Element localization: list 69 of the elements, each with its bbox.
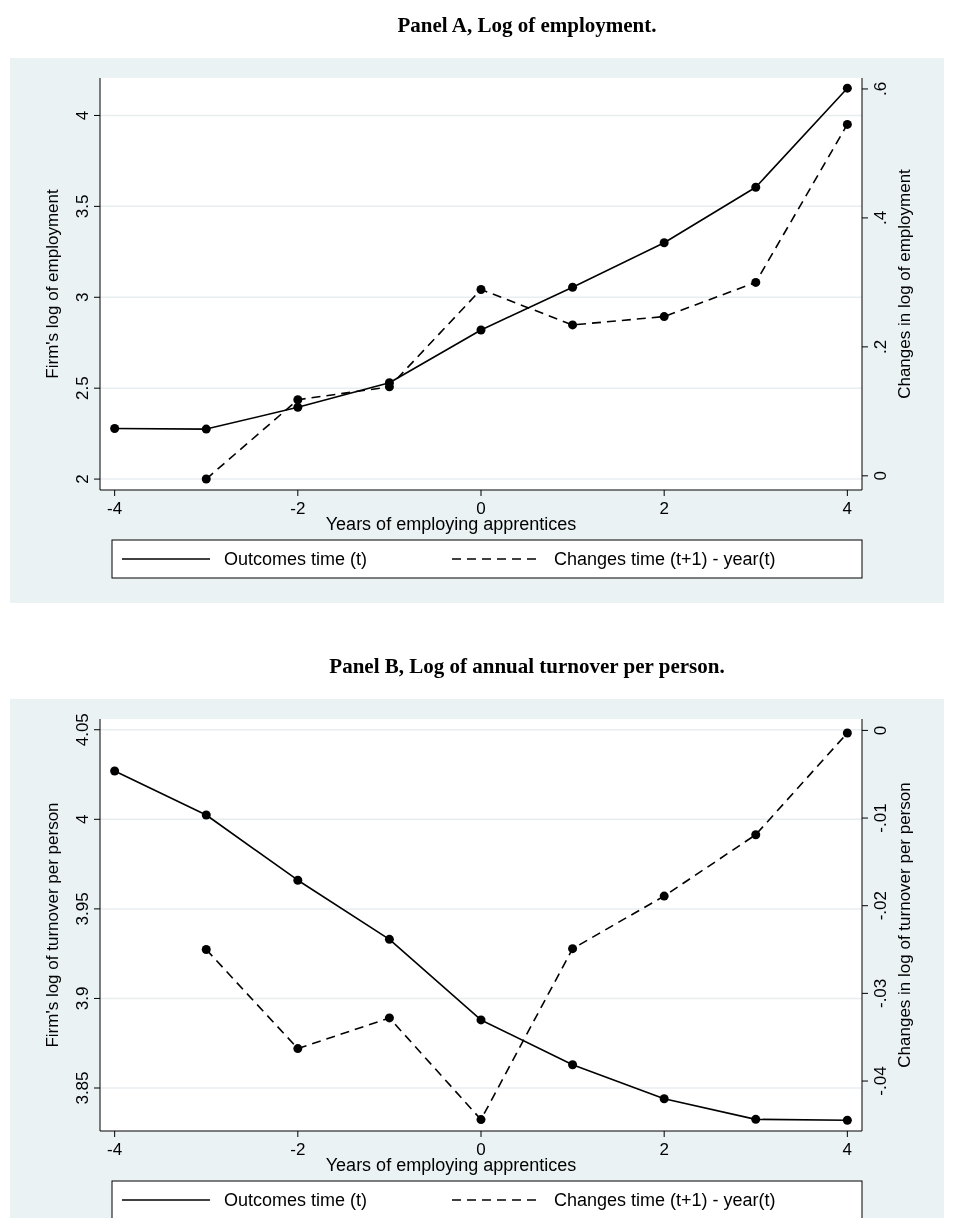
point [476,1115,486,1125]
y2-tick-label: -.03 [871,978,890,1009]
y-tick-label: 2.5 [73,376,92,400]
legend-label: Changes time (t+1) - year(t) [554,1190,776,1210]
x-tick-label: 2 [659,1140,669,1159]
y2-tick-label: -.01 [871,803,890,833]
y-tick-label: 4.05 [73,713,92,747]
y2-tick-label: 0 [871,471,890,481]
point [751,182,761,192]
x-tick-label: -2 [290,499,306,518]
y-tick-label: 3.95 [73,892,92,926]
y-tick-label: 3.85 [73,1071,92,1105]
point [476,1015,486,1025]
point [293,1044,303,1054]
y-tick-label: 4 [73,110,92,121]
point [201,424,211,434]
point [384,934,394,944]
y2-tick-label: .2 [871,339,890,354]
point [476,325,486,335]
y-tick-label: 3.9 [73,986,92,1011]
x-tick-label: 4 [842,499,853,518]
y2-tick-label: .4 [871,210,890,226]
y-axis-title: Firm's log of turnover per person [43,802,62,1048]
x-tick-label: 2 [659,499,669,518]
x-tick-label: -4 [107,499,123,518]
x-tick-label: -2 [290,1140,306,1159]
point [293,395,303,405]
point [751,830,761,840]
point [110,766,120,776]
point [751,277,761,287]
x-tick-label: 4 [842,1140,853,1159]
point [568,282,578,292]
point [201,810,211,820]
point [201,945,211,955]
point [568,1060,578,1070]
point [659,238,669,248]
y-tick-label: 2 [73,474,92,484]
y-tick-label: 3.5 [73,194,92,219]
chart-title: Panel A, Log of employment. [397,13,657,37]
y-axis-title: Firm's log of employment [43,189,62,379]
y-tick-label: 4 [73,814,92,825]
point [568,320,578,330]
point [110,424,120,434]
chart-title: Panel B, Log of annual turnover per person. [329,654,725,678]
point [384,1013,394,1023]
legend-label: Outcomes time (t) [224,549,368,569]
point [293,875,303,885]
point [842,119,852,129]
point [659,1094,669,1104]
y2-tick-label: 0 [871,725,890,736]
point [842,83,852,93]
point [201,474,211,484]
point [751,1114,761,1124]
legend-label: Changes time (t+1) - year(t) [554,549,776,569]
point [476,284,486,294]
point [568,944,578,954]
y2-axis-title: Changes in log of turnover per person [895,782,914,1068]
y2-tick-label: -.02 [871,891,890,921]
point [659,312,669,322]
y2-tick-label: .6 [871,81,890,97]
point [659,891,669,901]
y-tick-label: 3 [73,292,92,303]
y2-axis-title: Changes in log of employment [895,168,914,399]
x-tick-label: -4 [107,1140,123,1159]
legend-label: Outcomes time (t) [224,1190,368,1210]
point [842,1115,852,1125]
point [293,402,303,412]
point [842,728,852,738]
y2-tick-label: -.04 [871,1066,890,1096]
